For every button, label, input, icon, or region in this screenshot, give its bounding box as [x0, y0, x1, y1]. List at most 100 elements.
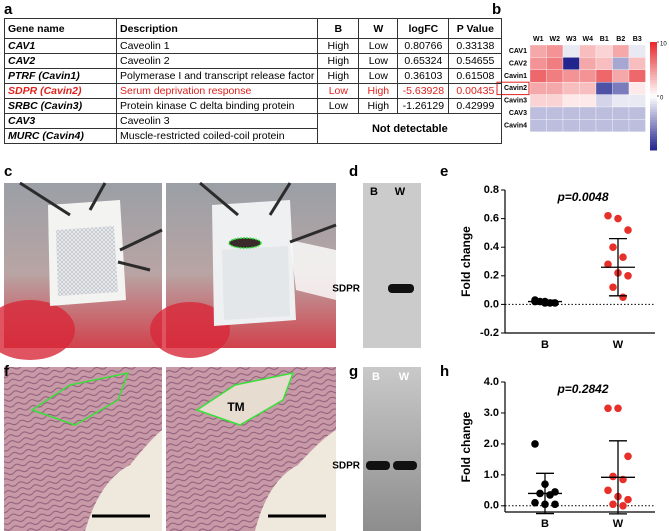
colorbar-step [650, 85, 657, 89]
table-cell: 0.33138 [448, 38, 503, 54]
table-cell: CAV2 [4, 53, 117, 69]
colorbar-step [650, 139, 657, 143]
heatmap-cell [546, 106, 564, 120]
colorbar-step [650, 71, 657, 75]
table-cell: Description [115, 18, 319, 39]
table-cell: Low [358, 38, 399, 54]
heatmap-row-label: Cavin4 [504, 122, 527, 129]
x-tick-label: B [541, 518, 549, 530]
heatmap-cell [612, 106, 630, 120]
y-tick-label: 0.0 [484, 500, 499, 512]
gel-d [363, 183, 421, 348]
colorbar-step [650, 90, 657, 94]
heatmap-cell [612, 44, 630, 58]
heatmap-cell [579, 82, 597, 95]
table-cell: 0.61508 [448, 68, 503, 84]
colorbar-step [650, 131, 657, 135]
colorbar-step [650, 106, 657, 110]
heatmap-cell [595, 119, 613, 132]
heatmap-cell [595, 57, 613, 70]
data-point [546, 491, 554, 499]
y-tick-label: 0.2 [484, 270, 499, 282]
table-cell: 0.36103 [397, 68, 450, 84]
data-point [604, 211, 612, 220]
heatmap-cell [628, 57, 646, 70]
data-point [609, 283, 617, 292]
lane-label: W [399, 371, 410, 383]
table-cell: 0.42999 [448, 98, 503, 114]
table-cell: High [358, 98, 399, 114]
colorbar-step [650, 52, 657, 56]
table-cell: Not detectable [317, 113, 503, 144]
table-cell: Polymerase I and transcript release fact… [115, 68, 319, 84]
heatmap-cell [562, 119, 580, 132]
panel-letter: a [4, 1, 13, 18]
colorbar-step [650, 82, 657, 86]
table-cell: Caveolin 2 [115, 53, 319, 69]
heatmap-cell [628, 119, 646, 132]
heatmap-cell [595, 94, 613, 108]
colorbar-step [650, 77, 657, 81]
table-cell: B [317, 18, 360, 39]
heatmap-cell [562, 57, 580, 70]
table-cell: W [358, 18, 399, 39]
colorbar-step [650, 133, 657, 137]
heatmap-cell [529, 44, 547, 58]
table-cell: logFC [397, 18, 450, 39]
data-point [619, 502, 627, 510]
y-tick-label: 2.0 [484, 438, 499, 450]
heatmap-cell [612, 82, 630, 95]
colorbar-step [650, 87, 657, 92]
table-cell: Serum deprivation response [115, 83, 319, 99]
table-cell: Low [358, 68, 399, 84]
colorbar-step [650, 141, 657, 146]
photo-c-right [150, 181, 337, 358]
table-row: PTRF (Cavin1) Polymerase I and transcript… [4, 68, 503, 84]
heatmap-cell [612, 94, 630, 108]
x-tick-label: W [613, 518, 624, 530]
table-cell: -5.63928 [397, 83, 450, 99]
panel-letter: f [4, 363, 10, 380]
heatmap-cell [628, 106, 646, 120]
data-point [614, 404, 622, 413]
x-tick-label: B [541, 339, 549, 351]
heatmap-cell [579, 119, 597, 132]
data-point [624, 495, 632, 504]
data-point [624, 452, 632, 461]
colorbar-step [650, 114, 657, 119]
colorbar-step [650, 123, 657, 127]
heatmap-cell [595, 69, 613, 83]
colorbar-step [650, 117, 657, 121]
colorbar-step [650, 109, 657, 113]
data-point [614, 214, 622, 223]
heatmap-cell [579, 106, 597, 120]
y-tick-label: 0.0 [484, 298, 499, 310]
table-cell: Low [317, 98, 360, 114]
colorbar-step [650, 66, 657, 70]
colorbar-step [650, 50, 657, 54]
colorbar-step [650, 47, 657, 51]
colorbar-step [650, 136, 657, 140]
heatmap-cell [579, 94, 597, 108]
heatmap-row-label: Cavin3 [504, 98, 527, 105]
data-point [551, 500, 559, 509]
table-cell: Low [358, 53, 399, 69]
heatmap-cell [529, 69, 547, 83]
heatmap-cell [628, 82, 646, 95]
heatmap-col-label: B1 [600, 36, 609, 43]
tm-label: TM [227, 400, 244, 414]
heatmap-row-label: CAV3 [509, 110, 527, 117]
colorbar-step [650, 144, 657, 148]
table-cell: Low [317, 83, 360, 99]
colorbar-step [650, 42, 657, 46]
heatmap-col-label: B2 [616, 36, 625, 43]
table-cell: High [317, 38, 360, 54]
table-cell: High [317, 68, 360, 84]
table-cell: 0.80766 [397, 38, 450, 54]
heatmap-cell [546, 57, 564, 70]
y-tick-label: 0.8 [484, 184, 499, 196]
panel-letter: e [440, 163, 448, 180]
heatmap-cell [546, 82, 564, 95]
table-cell: SDPR (Cavin2) [4, 83, 117, 99]
